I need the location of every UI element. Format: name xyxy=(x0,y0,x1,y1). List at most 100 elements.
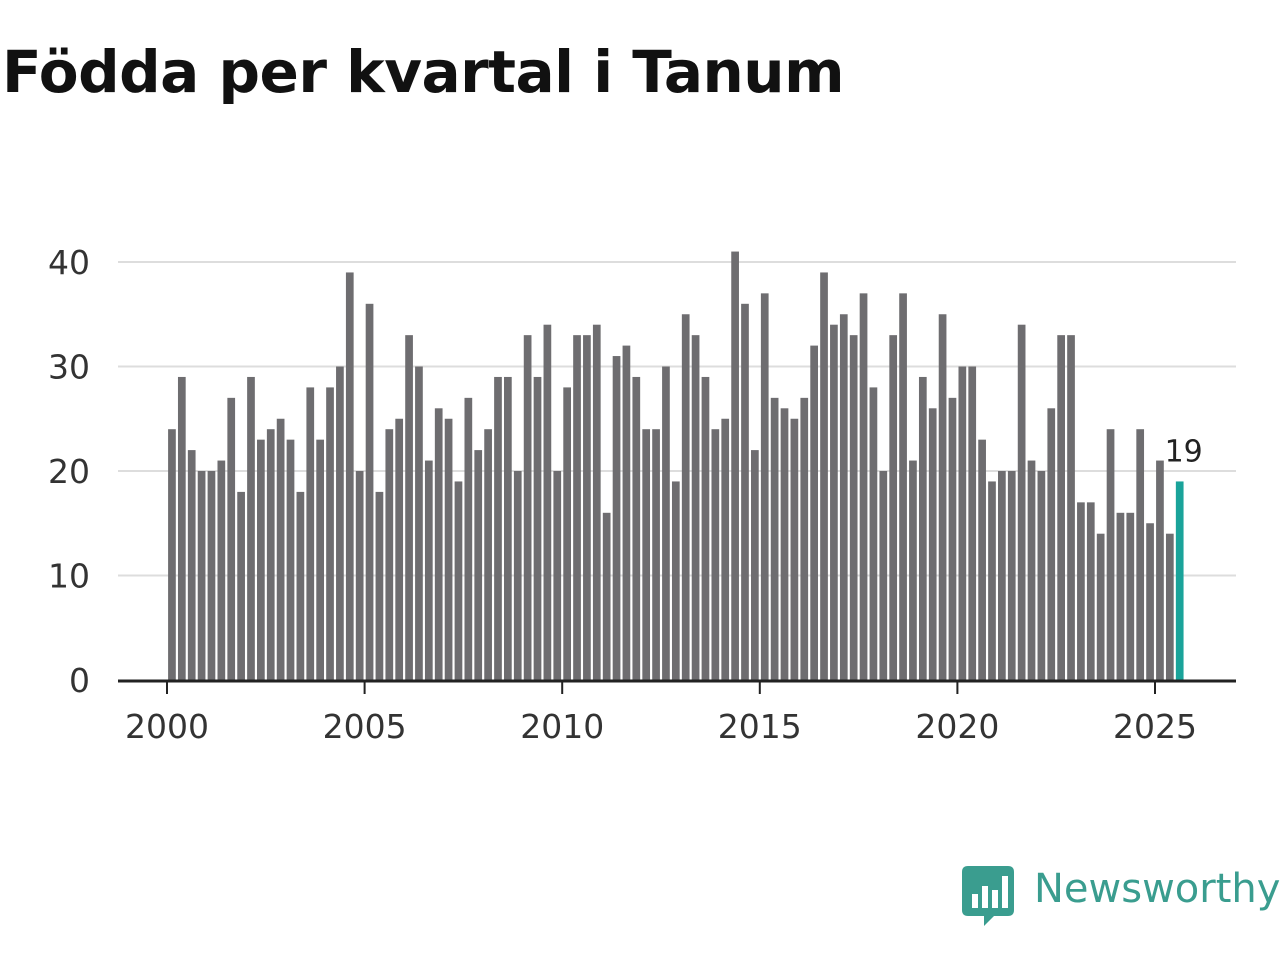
bar xyxy=(691,335,700,680)
bar xyxy=(918,376,927,680)
last-bar-value-label: 19 xyxy=(1165,435,1203,470)
bar xyxy=(721,418,730,680)
y-axis-ticks: 0 10 20 30 40 xyxy=(48,243,90,700)
bar xyxy=(336,366,344,680)
bar xyxy=(1106,429,1115,680)
bar xyxy=(375,491,384,680)
bar xyxy=(869,387,878,680)
bar xyxy=(405,335,413,680)
y-tick-label: 0 xyxy=(69,661,90,700)
bar xyxy=(681,314,690,680)
bar xyxy=(988,481,996,680)
bar xyxy=(731,251,739,681)
bar xyxy=(583,335,591,680)
bars xyxy=(168,251,1184,681)
bar xyxy=(513,471,522,680)
x-tick-label: 2025 xyxy=(1113,707,1197,746)
bar xyxy=(553,471,562,680)
bar xyxy=(889,335,898,680)
bar xyxy=(1027,460,1036,680)
bar xyxy=(958,366,967,680)
bar xyxy=(1047,408,1056,680)
bar xyxy=(830,324,838,680)
bar xyxy=(1077,502,1085,680)
bar xyxy=(948,397,957,680)
bar xyxy=(671,481,680,680)
bar xyxy=(1057,335,1065,680)
bar xyxy=(563,387,571,680)
bar xyxy=(701,376,710,680)
bar xyxy=(592,324,601,680)
bar xyxy=(424,460,433,680)
chart-title: Födda per kvartal i Tanum xyxy=(2,38,845,106)
x-tick-label: 2020 xyxy=(915,707,999,746)
bar xyxy=(1165,533,1174,680)
bar xyxy=(612,356,621,680)
bar xyxy=(662,366,670,680)
x-tick-label: 2000 xyxy=(125,707,209,746)
bar xyxy=(345,272,354,680)
bar xyxy=(652,429,660,680)
x-tick-label: 2010 xyxy=(520,707,604,746)
bar xyxy=(197,471,206,680)
bar xyxy=(1017,324,1026,680)
bar xyxy=(968,366,977,680)
bar xyxy=(257,439,265,680)
y-tick-label: 20 xyxy=(48,452,90,491)
bar xyxy=(928,408,937,680)
bar-chart: 0 10 20 30 40 2000 2005 2010 2015 2020 2025 19 xyxy=(48,243,1236,746)
bar-chart-speech-bubble-icon xyxy=(962,866,1014,926)
bar xyxy=(800,397,809,680)
bar xyxy=(306,387,315,680)
bar xyxy=(1126,512,1135,680)
bar xyxy=(820,272,828,680)
x-tick-label: 2005 xyxy=(323,707,407,746)
bar xyxy=(751,450,759,680)
brand-name: Newsworthy xyxy=(1034,866,1280,912)
bar xyxy=(642,429,651,680)
bar xyxy=(316,439,324,680)
bar xyxy=(227,397,236,680)
brand-logo: Newsworthy xyxy=(962,864,1280,928)
bar xyxy=(790,418,799,680)
bar xyxy=(1067,335,1075,680)
x-tick-label: 2015 xyxy=(718,707,802,746)
bar xyxy=(1156,460,1164,680)
bar xyxy=(741,303,749,680)
bar xyxy=(168,429,176,680)
bar xyxy=(839,314,848,680)
bar xyxy=(978,439,986,680)
bar xyxy=(207,471,216,680)
bar xyxy=(365,303,374,680)
bar xyxy=(1136,429,1145,680)
bar xyxy=(1146,523,1154,680)
bar xyxy=(523,335,532,680)
bar xyxy=(326,387,334,680)
bar xyxy=(879,471,888,680)
bar xyxy=(859,293,868,680)
bar xyxy=(760,293,769,680)
bar xyxy=(909,460,917,680)
bar xyxy=(1007,471,1016,680)
bar xyxy=(395,418,404,680)
bar xyxy=(780,408,789,680)
bar xyxy=(177,376,186,680)
bar xyxy=(276,418,285,680)
bar xyxy=(622,345,631,680)
y-tick-label: 30 xyxy=(48,348,90,387)
bar xyxy=(573,335,581,680)
bar xyxy=(187,450,196,680)
bar xyxy=(938,314,947,680)
bar xyxy=(1116,512,1125,680)
bar xyxy=(217,460,226,680)
bar xyxy=(711,429,720,680)
bar xyxy=(484,429,492,680)
bar xyxy=(504,376,512,680)
bar xyxy=(602,512,611,680)
bar xyxy=(286,439,295,680)
bar xyxy=(434,408,443,680)
bar xyxy=(632,376,641,680)
bar xyxy=(1086,502,1095,680)
bar xyxy=(1037,471,1046,680)
y-tick-label: 10 xyxy=(48,557,90,596)
